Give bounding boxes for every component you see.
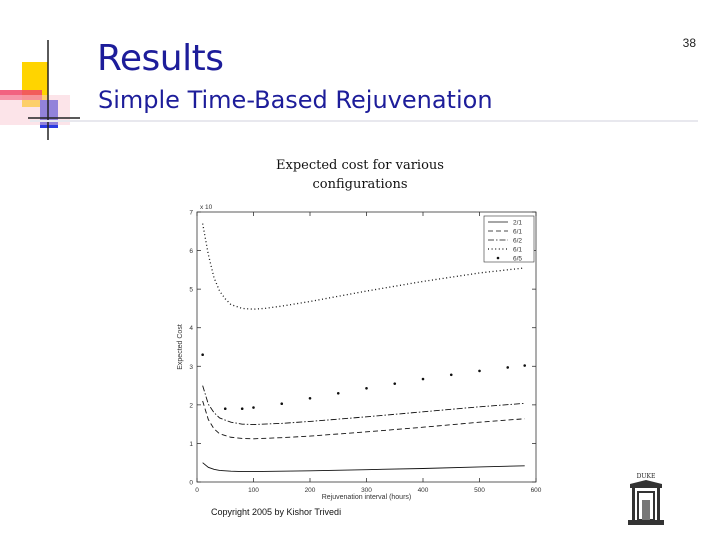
x-tick-label: 300 [361, 487, 372, 494]
series-point-6-5 [336, 391, 340, 395]
series-point-6-5 [478, 369, 481, 373]
y-tick-label: 7 [189, 210, 193, 217]
duke-chapel-logo: DUKE [628, 473, 664, 525]
series-line-2-1-solid [202, 462, 525, 473]
legend-label: 6/1 [513, 229, 522, 236]
x-tick-label: 600 [531, 487, 542, 494]
chart-title: Expected cost for various configurations [276, 158, 444, 192]
legend-label: 6/1 [513, 247, 522, 254]
legend-label: 2/1 [513, 220, 522, 227]
x-axis-label: Rejuvenation interval (hours) [322, 494, 412, 501]
series-point-6-5 [308, 397, 312, 400]
legend-box [483, 215, 535, 263]
y-tick-label: 6 [189, 248, 193, 255]
page-title: Results [97, 38, 224, 79]
legend-label: 6/5 [513, 256, 522, 263]
y-tick-label: 5 [189, 287, 193, 294]
series-line-6-1-dot [202, 223, 525, 310]
title-underline [30, 120, 698, 122]
series-point-6-5 [421, 377, 425, 381]
x-tick-label: 0 [195, 487, 199, 494]
series-line-6-2-dashdot [202, 385, 525, 425]
series-point-6-5 [393, 382, 397, 385]
series-point-6-5 [240, 407, 244, 411]
series-point-6-5 [201, 353, 204, 357]
series-point-6-5 [523, 364, 526, 367]
series-point-6-5 [280, 402, 284, 406]
x-tick-label: 100 [248, 487, 259, 494]
y-axis-label: Expected Cost [177, 324, 184, 370]
x-tick-label: 200 [305, 487, 316, 494]
y-multiplier-label: x 10 [200, 204, 213, 211]
series-line-6-1-dash [202, 400, 525, 440]
legend-label: 6/2 [513, 238, 522, 245]
slide-number: 38 [682, 36, 696, 50]
series-point-6-5 [365, 386, 368, 390]
series-point-6-5 [223, 407, 227, 411]
y-tick-label: 0 [189, 480, 193, 487]
x-tick-label: 400 [418, 487, 429, 494]
y-tick-label: 3 [189, 364, 193, 371]
x-tick-label: 500 [474, 487, 485, 494]
y-tick-label: 2 [189, 402, 193, 409]
legend-marker [496, 256, 500, 260]
logo-text: DUKE [637, 473, 656, 480]
y-tick-label: 1 [189, 441, 193, 448]
series-point-6-5 [252, 406, 255, 409]
series-point-6-5 [449, 373, 453, 377]
page-subtitle: Simple Time-Based Rejuvenation [98, 86, 493, 114]
y-tick-label: 4 [189, 325, 193, 332]
copyright-notice: Copyright 2005 by Kishor Trivedi [211, 507, 342, 517]
series-point-6-5 [506, 366, 510, 369]
